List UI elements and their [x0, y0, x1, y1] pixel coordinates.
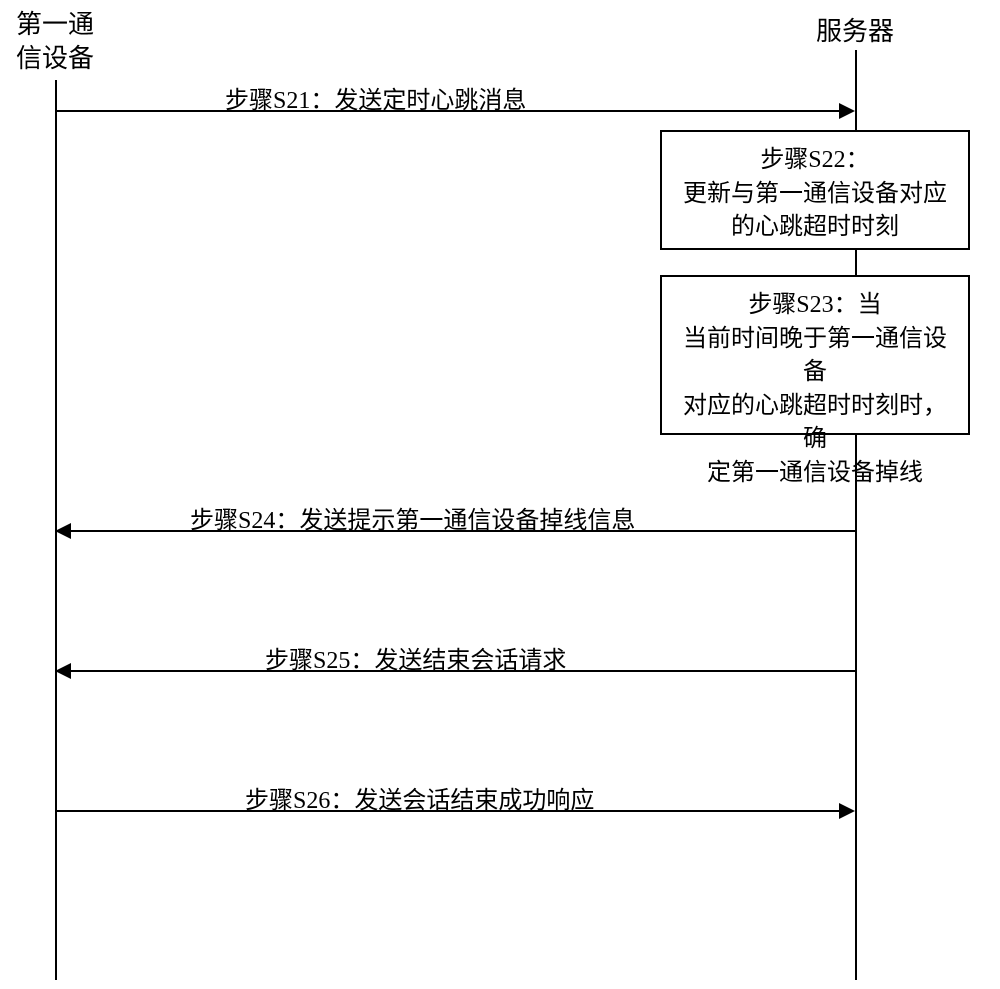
message-s24-arrow: [55, 523, 71, 539]
s22-line2: 更新与第一通信设备对应: [678, 178, 952, 212]
message-s24-line: [70, 530, 855, 532]
message-s26-line: [57, 810, 842, 812]
process-box-s22: 步骤S22： 更新与第一通信设备对应 的心跳超时时刻: [660, 130, 970, 250]
message-s26-arrow: [839, 803, 855, 819]
message-s21-arrow: [839, 103, 855, 119]
actor-left-label: 第一通信设备: [5, 8, 105, 76]
s22-line1: 步骤S22：: [678, 144, 952, 178]
actor-right-text: 服务器: [816, 17, 894, 46]
message-s25-arrow: [55, 663, 71, 679]
s23-line4: 定第一通信设备掉线: [678, 457, 952, 491]
process-box-s23: 步骤S23：当 当前时间晚于第一通信设备 对应的心跳超时时刻时，确 定第一通信设…: [660, 275, 970, 435]
sequence-diagram: 第一通信设备 服务器 步骤S21：发送定时心跳消息 步骤S22： 更新与第一通信…: [0, 0, 1000, 989]
s23-line2: 当前时间晚于第一通信设备: [678, 323, 952, 390]
actor-right-label: 服务器: [795, 15, 915, 49]
message-s21-line: [57, 110, 842, 112]
s23-line1: 步骤S23：当: [678, 289, 952, 323]
s23-line3: 对应的心跳超时时刻时，确: [678, 390, 952, 457]
actor-left-text: 第一通信设备: [16, 10, 94, 73]
message-s25-line: [70, 670, 855, 672]
s22-line3: 的心跳超时时刻: [678, 211, 952, 245]
